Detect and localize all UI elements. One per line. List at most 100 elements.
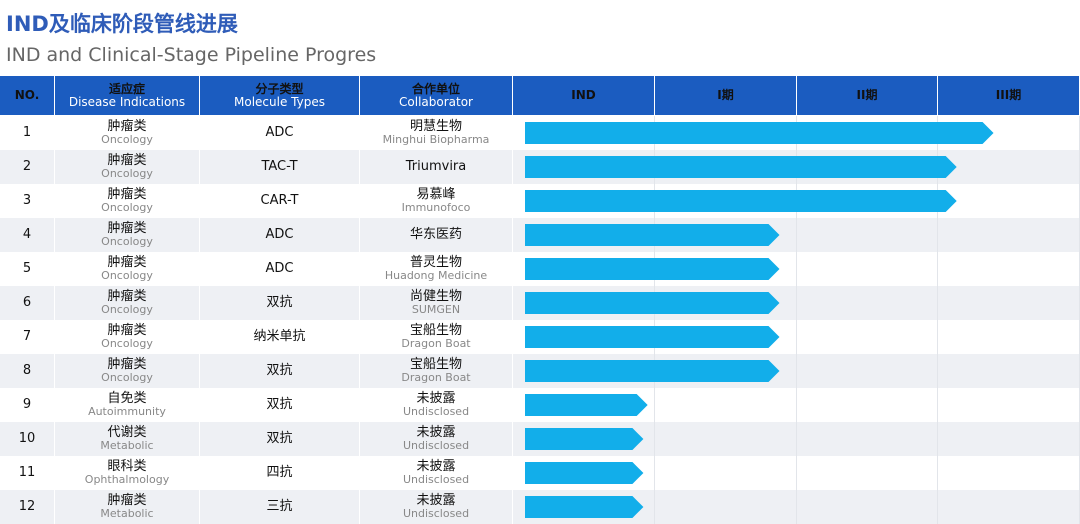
column-header: 适应症 Disease Indications [55,76,200,115]
progress-bar [525,394,648,416]
row-number: 5 [0,252,55,286]
collaborator: 普灵生物 Huadong Medicine [360,252,513,286]
header-en: Disease Indications [68,94,186,109]
column-header: II期 [797,76,938,115]
phase-cell [655,490,797,524]
disease: 肿瘤类 Oncology [55,150,200,184]
number: 5 [22,261,32,277]
collaborator: Triumvira [360,150,513,184]
collaborator-zh: 未披露 [416,391,456,407]
row-number: 8 [0,354,55,388]
header-zh: 合作单位 [411,81,460,96]
collaborator: 宝船生物 Dragon Boat [360,354,513,388]
collaborator-en: Immunofoco [401,201,471,215]
collaborator-en: Undisclosed [402,507,470,521]
molecule: 纳米单抗 [200,320,360,354]
progress-bar [525,292,780,314]
disease-zh: 自免类 [107,391,147,407]
molecule-type: 双抗 [266,431,293,447]
collaborator: 未披露 Undisclosed [360,490,513,524]
collaborator-en: Undisclosed [402,439,470,453]
molecule: 双抗 [200,422,360,456]
molecule-type: 四抗 [266,465,293,481]
phase-cell [938,150,1080,184]
disease: 肿瘤类 Oncology [55,252,200,286]
molecule-type: ADC [265,261,294,277]
number: 3 [22,193,32,209]
molecule: 双抗 [200,388,360,422]
collaborator: 华东医药 [360,218,513,252]
number: 10 [18,431,36,447]
molecule: 四抗 [200,456,360,490]
progress-bar [525,122,994,144]
phase-cell [655,422,797,456]
disease: 眼科类 Ophthalmology [55,456,200,490]
number: 12 [18,499,36,515]
header-zh: 分子类型 [255,81,304,96]
collaborator-zh: 华东医药 [409,227,462,243]
molecule-type: 纳米单抗 [253,329,306,345]
disease-en: Oncology [101,133,153,147]
row-number: 12 [0,490,55,524]
collaborator-en: Undisclosed [402,405,470,419]
phase-cell [655,388,797,422]
disease: 肿瘤类 Oncology [55,354,200,388]
disease: 肿瘤类 Oncology [55,184,200,218]
collaborator-zh: 易慕峰 [416,187,456,203]
collaborator-zh: 普灵生物 [409,255,462,271]
number: 6 [22,295,32,311]
phase-cell [797,252,938,286]
phase-cell [797,218,938,252]
row-number: 10 [0,422,55,456]
phase-cell [797,490,938,524]
molecule-type: 双抗 [266,363,293,379]
column-header: 合作单位 Collaborator [360,76,513,115]
molecule-type: ADC [265,227,294,243]
progress-bar [525,156,957,178]
collaborator: 未披露 Undisclosed [360,456,513,490]
phase-cell [797,320,938,354]
column-header: 分子类型 Molecule Types [200,76,360,115]
molecule-type: 双抗 [266,397,293,413]
header-zh: I期 [717,88,734,103]
collaborator-zh: 宝船生物 [409,357,462,373]
collaborator-zh: 未披露 [416,425,456,441]
phase-cell [797,388,938,422]
header-en: Collaborator [399,94,473,109]
collaborator: 明慧生物 Minghui Biopharma [360,116,513,150]
disease-en: Oncology [101,269,153,283]
header-zh: III期 [995,88,1022,103]
disease-zh: 肿瘤类 [107,221,147,237]
collaborator-en: SUMGEN [411,303,461,317]
progress-bar [525,224,780,246]
title: IND及临床阶段管线进展 [6,12,238,36]
number: 2 [22,159,32,175]
number: 8 [22,363,32,379]
molecule-type: ADC [265,125,294,141]
number: 1 [22,125,32,141]
molecule-type: 三抗 [266,499,293,515]
disease-zh: 肿瘤类 [107,255,147,271]
disease-zh: 肿瘤类 [107,357,147,373]
molecule: 双抗 [200,354,360,388]
phase-cell [938,218,1080,252]
progress-bar [525,462,644,484]
disease-en: Metabolic [100,439,154,453]
phase-cell [938,456,1080,490]
disease-en: Metabolic [100,507,154,521]
disease: 肿瘤类 Oncology [55,320,200,354]
disease: 自免类 Autoimmunity [55,388,200,422]
row-number: 6 [0,286,55,320]
column-header: III期 [938,76,1080,115]
disease-zh: 肿瘤类 [107,187,147,203]
column-header: NO. [0,76,55,115]
header-zh: 适应症 [108,81,145,96]
disease: 代谢类 Metabolic [55,422,200,456]
progress-bar [525,258,780,280]
disease-en: Ophthalmology [84,473,170,487]
collaborator: 宝船生物 Dragon Boat [360,320,513,354]
molecule: ADC [200,218,360,252]
number: 4 [22,227,32,243]
progress-bar [525,190,957,212]
